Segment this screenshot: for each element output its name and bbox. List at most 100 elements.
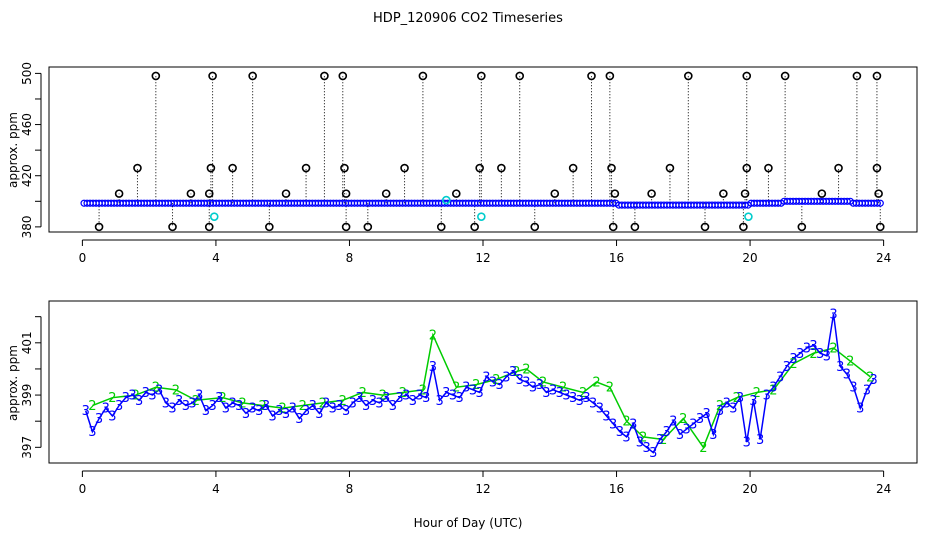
series-2-point: 2 xyxy=(88,399,96,414)
series-3-point: 3 xyxy=(576,394,584,409)
series-3-point: 3 xyxy=(188,396,196,411)
series-3-point: 3 xyxy=(88,425,96,440)
series-3-point: 3 xyxy=(516,373,524,388)
spike-mid-point xyxy=(665,163,675,173)
series-3-point: 3 xyxy=(789,352,797,367)
series-2-point: 2 xyxy=(559,381,567,396)
spike-low-point xyxy=(874,189,883,198)
spike-low-point xyxy=(204,189,214,198)
series-3-point: 3 xyxy=(616,425,624,440)
series-3-point: 3 xyxy=(282,407,290,422)
top-x-tick-label: 8 xyxy=(346,251,354,265)
series-3-point: 3 xyxy=(756,433,764,448)
series-2-point: 2 xyxy=(419,383,427,398)
dip-point xyxy=(363,222,373,232)
baseline-point xyxy=(876,199,884,207)
spike-mid-point xyxy=(742,163,752,173)
dip-point xyxy=(204,222,214,232)
dip-point xyxy=(436,222,446,232)
series-3-point: 3 xyxy=(849,381,857,396)
bottom-y-tick-label: 399 xyxy=(20,384,34,407)
chart-title: HDP_120906 CO2 Timeseries xyxy=(373,11,563,26)
series-3-point: 3 xyxy=(168,402,176,417)
series-3-point: 3 xyxy=(442,386,450,401)
spike-low-point xyxy=(740,189,750,198)
series-3-point: 3 xyxy=(729,402,737,417)
bottom-x-tick-label: 8 xyxy=(346,482,354,496)
top-x-tick-label: 0 xyxy=(79,251,87,265)
series-2-point: 2 xyxy=(639,430,647,445)
bottom-x-tick-label: 0 xyxy=(79,482,87,496)
series-3-point: 3 xyxy=(269,409,277,424)
series-3-point: 3 xyxy=(856,402,864,417)
series-3-point: 3 xyxy=(476,386,484,401)
top-y-tick-label: 380 xyxy=(20,215,34,238)
spike-high-point xyxy=(338,71,348,81)
series-3-point: 3 xyxy=(809,339,817,354)
series-2-point: 2 xyxy=(319,396,327,411)
series-3-point: 3 xyxy=(502,370,510,385)
series-2-point: 2 xyxy=(152,381,160,396)
x-axis-label: Hour of Day (UTC) xyxy=(414,516,523,530)
series-3-point: 3 xyxy=(148,389,156,404)
dip-point xyxy=(630,222,640,232)
series-3-point: 3 xyxy=(122,391,130,406)
spike-low-point xyxy=(186,189,196,198)
spike-mid-point xyxy=(568,163,578,173)
series-3-point: 3 xyxy=(736,391,744,406)
series-3-point: 3 xyxy=(843,368,851,383)
bottom-plot-frame xyxy=(48,300,918,464)
series-2-point: 2 xyxy=(359,386,367,401)
series-2-point: 2 xyxy=(659,433,667,448)
dip-point xyxy=(470,222,479,232)
series-3-point: 3 xyxy=(369,394,377,409)
series-3-point: 3 xyxy=(315,407,323,422)
spike-high-point xyxy=(742,71,752,81)
series-3-point: 3 xyxy=(128,389,136,404)
series-3-point: 3 xyxy=(182,399,190,414)
series-2-point: 2 xyxy=(789,357,797,372)
spike-low-point xyxy=(114,189,124,198)
series-3-point: 3 xyxy=(222,402,230,417)
bottom-y-axis-label: approx. ppm xyxy=(6,345,20,421)
series-3-point: 3 xyxy=(102,402,110,417)
series-3-point: 3 xyxy=(743,436,751,451)
spike-high-point xyxy=(248,71,257,81)
series-3-point: 3 xyxy=(829,308,837,323)
series-2-point: 2 xyxy=(716,399,724,414)
series-3-point: 3 xyxy=(863,383,871,398)
series-3-point: 3 xyxy=(662,425,670,440)
top-panel: 0 4 8 12 16 20 24 380 420 460 500 approx. ppm xyxy=(6,62,918,265)
series-3-point: 3 xyxy=(602,409,610,424)
spike-low-point xyxy=(719,189,728,198)
spike-low-point xyxy=(451,189,461,198)
series-3-point: 3 xyxy=(215,391,223,406)
dip-point xyxy=(739,222,748,232)
series-3-point: 3 xyxy=(309,399,317,414)
series-2-point: 2 xyxy=(809,347,817,362)
series-3-point: 3 xyxy=(455,391,463,406)
dip-point xyxy=(168,222,177,232)
spike-mid-point xyxy=(206,163,216,173)
spike-mid-point xyxy=(475,163,484,173)
series-3-point: 3 xyxy=(776,370,784,385)
spike-high-point xyxy=(477,71,486,81)
series-3-point: 3 xyxy=(389,399,397,414)
series-2-point: 2 xyxy=(379,389,387,404)
spike-low-point xyxy=(341,189,351,198)
series-3-point: 3 xyxy=(322,396,330,411)
series-3-point: 3 xyxy=(449,389,457,404)
series-3-point: 3 xyxy=(683,423,691,438)
series-3-point: 3 xyxy=(175,394,183,409)
dip-point xyxy=(608,222,618,232)
series-3-point: 3 xyxy=(255,404,263,419)
series-2-point: 2 xyxy=(259,399,267,414)
spike-mid-point xyxy=(497,163,506,173)
spike-low-point xyxy=(550,189,560,198)
series-2-point: 2 xyxy=(679,412,687,427)
series-2-point: 2 xyxy=(622,415,630,430)
series-3-point: 3 xyxy=(689,417,697,432)
series-3-point: 3 xyxy=(589,396,597,411)
